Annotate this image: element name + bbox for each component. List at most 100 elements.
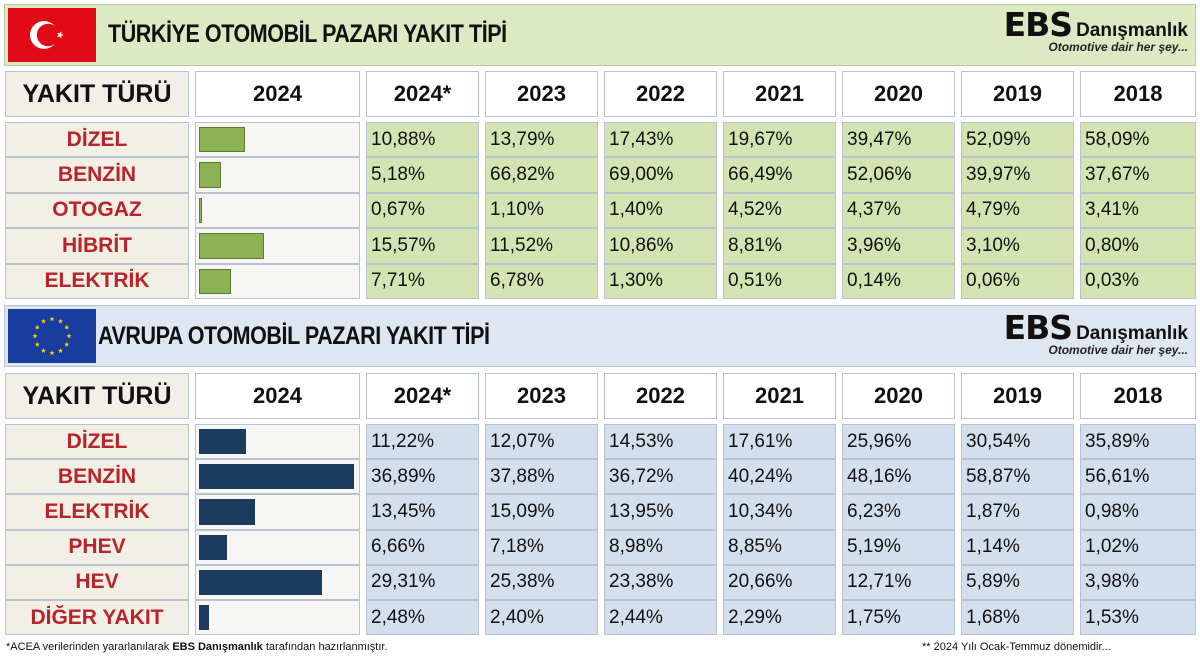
cell-text: 5,18%: [371, 164, 425, 186]
europe-value-cell: 29,31%: [366, 564, 479, 600]
europe-bar: [199, 569, 322, 595]
cell-text: 8,85%: [728, 536, 782, 558]
europe-value-cell: 14,53%: [604, 424, 717, 460]
cell-text: 23,38%: [609, 571, 674, 593]
cell-text: 11,22%: [371, 430, 435, 452]
europe-bar-cell: [195, 459, 360, 495]
europe-value-cell: 8,85%: [723, 529, 836, 565]
turkey-value-cell: 0,51%: [723, 263, 836, 299]
europe-value-cell: 2,40%: [485, 600, 598, 636]
turkey-value-cell: 66,49%: [723, 157, 836, 193]
turkey-title: TÜRKİYE OTOMOBİL PAZARI YAKIT TİPİ: [108, 19, 507, 48]
europe-banner: [4, 305, 1196, 367]
logo-tagline: Otomotive dair her şey...: [1048, 40, 1188, 54]
turkey-fuel-label: DİZEL: [5, 122, 189, 158]
footer-right-note: ** 2024 Yılı Ocak-Temmuz dönemidir...: [922, 641, 1111, 653]
turkey-value-cell: 58,09%: [1080, 122, 1196, 158]
turkey-fuel-label: BENZİN: [5, 157, 189, 193]
cell-text: 39,47%: [847, 128, 912, 150]
europe-bar-cell: [195, 564, 360, 600]
turkey-bar-cell: [195, 122, 360, 158]
cell-text: 3,96%: [847, 234, 901, 256]
footer-note-brand: EBS Danışmanlık: [172, 641, 263, 653]
cell-text: 15,57%: [371, 234, 436, 256]
cell-text: 10,88%: [371, 128, 436, 150]
cell-text: 8,81%: [728, 234, 782, 256]
turkey-bar: [199, 233, 265, 259]
europe-header-label: YAKIT TÜRÜ: [5, 373, 189, 419]
europe-bar: [199, 499, 256, 525]
europe-fuel-label: DİZEL: [5, 424, 189, 460]
logo-name: Danışmanlık: [1076, 20, 1188, 41]
cell-text: 2018: [1113, 81, 1163, 106]
turkey-header-year: 2024*: [366, 71, 479, 117]
turkey-value-cell: 1,10%: [485, 192, 598, 229]
cell-text: 29,31%: [371, 571, 436, 593]
europe-header-year: 2019: [961, 373, 1074, 419]
europe-header-year: 2020: [842, 373, 955, 419]
turkey-value-cell: 17,43%: [604, 122, 717, 158]
cell-text: 20,66%: [728, 571, 793, 593]
cell-text: 2024: [253, 81, 302, 106]
turkey-bar: [199, 127, 245, 153]
turkey-value-cell: 39,47%: [842, 122, 955, 158]
europe-value-cell: 12,07%: [485, 424, 598, 460]
europe-value-cell: 17,61%: [723, 424, 836, 460]
europe-value-cell: 2,44%: [604, 600, 717, 636]
turkey-fuel-label: ELEKTRİK: [5, 263, 189, 299]
cell-text: 7,18%: [490, 536, 544, 558]
cell-text: 1,68%: [966, 606, 1020, 628]
cell-text: 17,43%: [609, 128, 674, 150]
europe-bar-cell: [195, 494, 360, 530]
cell-text: 30,54%: [966, 430, 1031, 452]
turkey-value-cell: 10,88%: [366, 122, 479, 158]
cell-text: 1,53%: [1085, 606, 1139, 628]
turkey-value-cell: 52,09%: [961, 122, 1074, 158]
europe-fuel-label: ELEKTRİK: [5, 494, 189, 530]
eu-flag: [8, 309, 96, 363]
europe-value-cell: 1,53%: [1080, 600, 1196, 636]
turkey-value-cell: 8,81%: [723, 228, 836, 264]
cell-text: 1,40%: [609, 199, 663, 221]
turkey-value-cell: 19,67%: [723, 122, 836, 158]
cell-text: 2,44%: [609, 606, 663, 628]
turkey-value-cell: 10,86%: [604, 228, 717, 264]
cell-text: 1,87%: [966, 500, 1020, 522]
cell-text: 2019: [993, 81, 1042, 106]
europe-bar-cell: [195, 529, 360, 565]
europe-value-cell: 25,38%: [485, 564, 598, 600]
turkey-header-label: YAKIT TÜRÜ: [5, 71, 189, 117]
turkey-value-cell: 7,71%: [366, 263, 479, 299]
logo-tagline: Otomotive dair her şey...: [1048, 343, 1188, 357]
cell-text: 3,98%: [1085, 571, 1139, 593]
europe-value-cell: 13,45%: [366, 494, 479, 530]
eu-star-icon: [49, 350, 55, 356]
cell-text: 0,67%: [371, 199, 425, 221]
cell-text: 19,67%: [728, 128, 793, 150]
cell-text: DİZEL: [66, 429, 128, 453]
europe-value-cell: 23,38%: [604, 564, 717, 600]
cell-text: DİZEL: [66, 127, 128, 151]
cell-text: 13,95%: [609, 500, 674, 522]
turkey-bar-cell: [195, 157, 360, 193]
cell-text: 2018: [1113, 383, 1163, 408]
europe-value-cell: 25,96%: [842, 424, 955, 460]
cell-text: 0,06%: [966, 270, 1020, 292]
cell-text: 4,37%: [847, 199, 901, 221]
eu-star-icon: [58, 348, 63, 353]
turkey-value-cell: 5,18%: [366, 157, 479, 193]
cell-text: 0,98%: [1085, 500, 1139, 522]
europe-value-cell: 35,89%: [1080, 424, 1196, 460]
europe-bar: [199, 464, 354, 490]
cell-text: BENZİN: [57, 464, 137, 488]
europe-value-cell: 20,66%: [723, 564, 836, 600]
cell-text: 2020: [874, 81, 923, 106]
cell-text: 36,89%: [371, 465, 436, 487]
cell-text: 5,19%: [847, 536, 901, 558]
cell-text: 2023: [517, 383, 566, 408]
europe-value-cell: 36,72%: [604, 459, 717, 495]
turkey-value-cell: 4,79%: [961, 192, 1074, 229]
cell-text: 2024: [253, 383, 302, 408]
europe-value-cell: 1,87%: [961, 494, 1074, 530]
cell-text: 66,82%: [490, 164, 555, 186]
